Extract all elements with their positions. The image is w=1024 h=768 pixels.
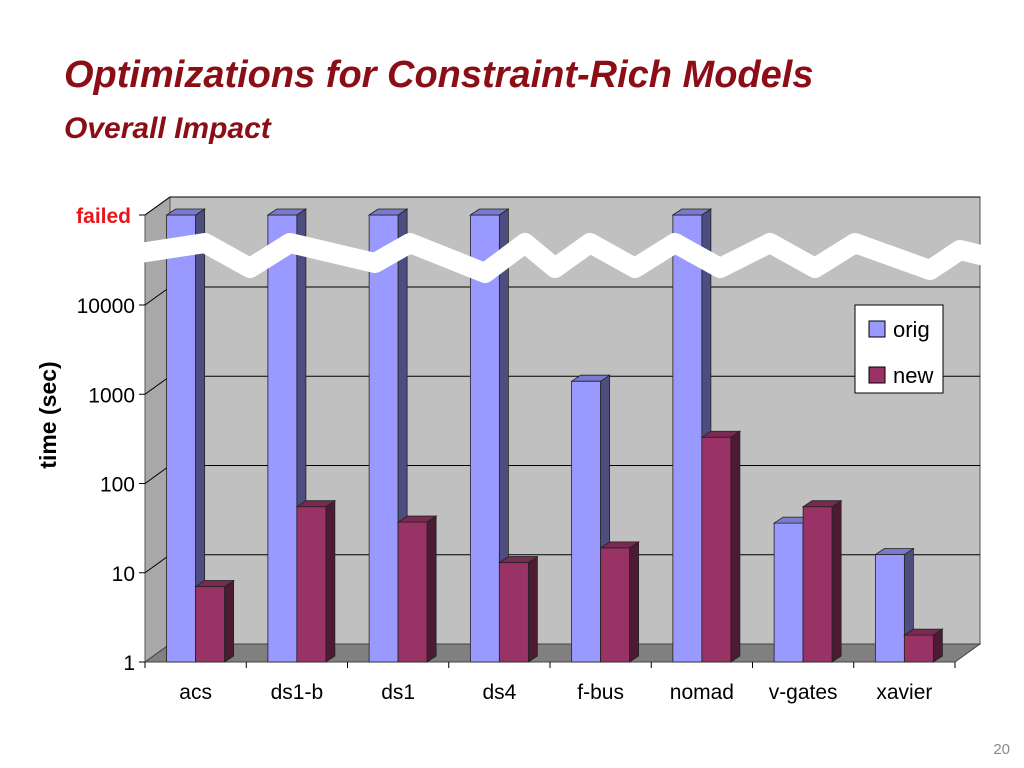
- x-tick-label: ds1: [381, 681, 415, 704]
- bar: [599, 541, 640, 663]
- slide-subtitle: Overall Impact: [64, 112, 271, 145]
- bar: [396, 515, 438, 663]
- bar: [498, 555, 539, 663]
- y-tick-label: 10: [112, 563, 135, 586]
- slide-title: Optimizations for Constraint-Rich Models: [64, 54, 814, 96]
- y-tick-label: 1000: [88, 384, 135, 407]
- failed-label: failed: [76, 205, 131, 228]
- bar: [801, 499, 843, 663]
- bar: [700, 430, 742, 663]
- y-tick-label: 1: [123, 652, 135, 675]
- gridline: [144, 196, 980, 216]
- y-tick-label: 100: [100, 474, 135, 497]
- bar: [165, 208, 206, 663]
- legend-swatch: [868, 366, 886, 384]
- legend-swatch: [868, 320, 886, 338]
- x-tick-label: f-bus: [577, 681, 624, 704]
- x-tick-label: ds4: [482, 681, 516, 704]
- slide-number: 20: [993, 741, 1010, 758]
- y-axis-title: time (sec): [35, 361, 61, 468]
- legend-label: orig: [893, 317, 930, 342]
- bar: [295, 499, 337, 663]
- axis-break: [130, 233, 995, 283]
- x-tick-label: v-gates: [769, 681, 838, 704]
- bar: [469, 208, 510, 663]
- bar: [194, 579, 235, 663]
- legend-label: new: [893, 363, 933, 388]
- x-tick-label: acs: [179, 681, 212, 704]
- bar: [903, 628, 944, 663]
- y-tick-label: 10000: [77, 295, 135, 318]
- x-tick-label: ds1-b: [271, 681, 324, 704]
- x-tick-label: xavier: [876, 681, 932, 704]
- x-tick-label: nomad: [670, 681, 734, 704]
